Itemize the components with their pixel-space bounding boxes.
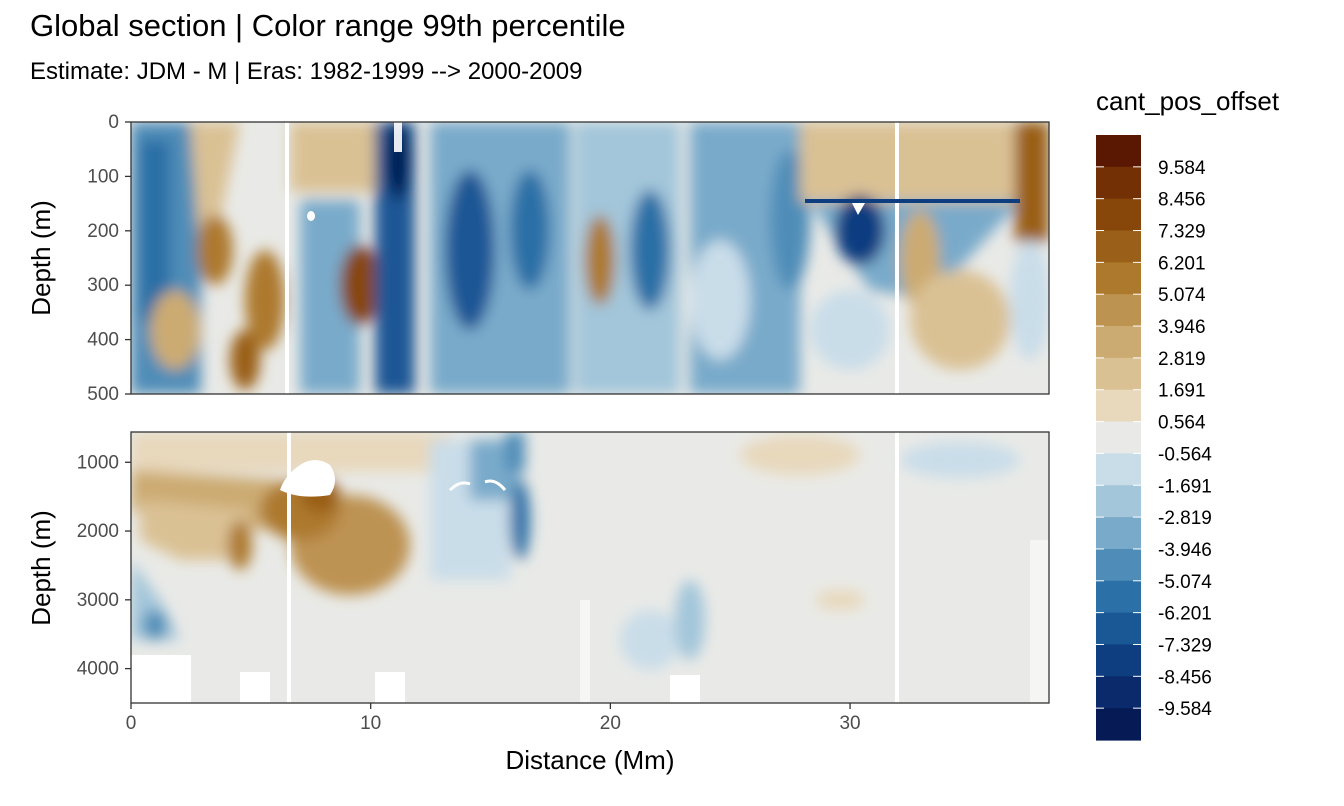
x-axis-label: Distance (Mm) <box>505 745 674 775</box>
legend-label: -5.074 <box>1158 572 1212 593</box>
y-tick-label: 3000 <box>77 590 119 611</box>
legend-swatch <box>1096 230 1141 263</box>
y-axis-label-bottom: Depth (m) <box>26 510 56 626</box>
legend: 9.584 8.456 7.329 6.201 5.074 3.946 2.819 1.691… <box>1096 135 1212 741</box>
legend-label: -3.946 <box>1158 540 1212 561</box>
x-tick-label: 0 <box>126 713 137 734</box>
legend-swatch <box>1096 644 1141 677</box>
y-tick-label: 400 <box>87 330 119 351</box>
legend-label: -2.819 <box>1158 508 1212 529</box>
legend-label: 9.584 <box>1158 158 1206 179</box>
legend-swatch <box>1096 708 1141 741</box>
y-tick-label: 100 <box>87 166 119 187</box>
chart-title: Global section | Color range 99th percen… <box>30 8 626 43</box>
legend-label: -7.329 <box>1158 635 1212 656</box>
panel-bottom-field <box>131 432 1049 703</box>
legend-swatch <box>1096 198 1141 232</box>
legend-title: cant_pos_offset <box>1096 86 1280 116</box>
legend-swatch <box>1096 612 1141 646</box>
legend-swatch <box>1096 135 1141 168</box>
legend-swatch <box>1096 485 1141 518</box>
legend-label: 8.456 <box>1158 190 1206 211</box>
chart-subtitle: Estimate: JDM - M | Eras: 1982-1999 --> … <box>30 58 583 85</box>
x-tick-label: 20 <box>600 713 621 734</box>
panel-top-frame <box>130 121 1050 395</box>
legend-swatch <box>1096 166 1141 200</box>
y-tick-label: 500 <box>87 384 119 405</box>
legend-label: 1.691 <box>1158 381 1206 402</box>
legend-swatch <box>1096 580 1141 614</box>
legend-swatch <box>1096 326 1141 359</box>
legend-label: -6.201 <box>1158 604 1212 625</box>
x-tick-label: 30 <box>839 713 860 734</box>
y-axis-label-top: Depth (m) <box>26 200 56 316</box>
legend-swatch <box>1096 421 1141 455</box>
legend-swatch <box>1096 676 1141 709</box>
y-tick-label: 0 <box>108 112 119 133</box>
legend-label: 0.564 <box>1158 413 1206 434</box>
legend-swatch <box>1096 389 1141 423</box>
x-tick-label: 10 <box>360 713 381 734</box>
legend-label: -8.456 <box>1158 667 1212 688</box>
legend-label: -1.691 <box>1158 476 1212 497</box>
legend-label: 5.074 <box>1158 285 1206 306</box>
legend-swatch <box>1096 294 1141 327</box>
panel-bottom-frame <box>130 431 1050 704</box>
y-tick-label: 4000 <box>77 659 119 680</box>
y-tick-label: 200 <box>87 221 119 242</box>
legend-label: -9.584 <box>1158 699 1212 720</box>
legend-swatch <box>1096 453 1141 486</box>
legend-swatch <box>1096 548 1141 582</box>
y-tick-label: 1000 <box>77 452 119 473</box>
y-tick-label: 2000 <box>77 521 119 542</box>
legend-label: -0.564 <box>1158 444 1212 465</box>
legend-label: 2.819 <box>1158 349 1206 370</box>
legend-swatch <box>1096 357 1141 391</box>
legend-swatch <box>1096 517 1141 550</box>
legend-label: 7.329 <box>1158 222 1206 243</box>
panel-top-field <box>131 122 1049 394</box>
legend-label: 3.946 <box>1158 317 1206 338</box>
legend-swatch <box>1096 262 1141 295</box>
y-tick-label: 300 <box>87 275 119 296</box>
legend-label: 6.201 <box>1158 253 1206 274</box>
